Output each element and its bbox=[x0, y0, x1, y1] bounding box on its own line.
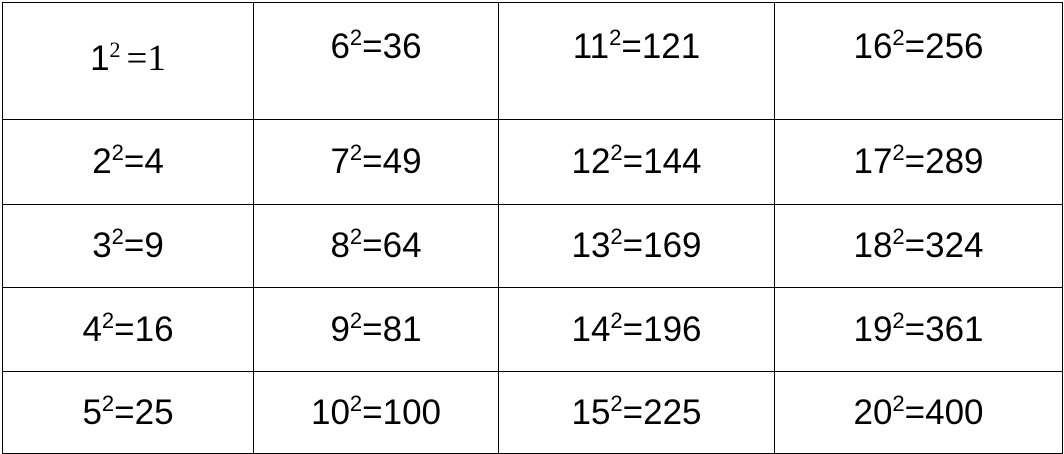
result: =100 bbox=[362, 392, 442, 432]
exponent: 2 bbox=[349, 307, 363, 333]
table-cell: 72=49 bbox=[253, 119, 499, 205]
exponent: 2 bbox=[101, 307, 115, 333]
base-number: 17 bbox=[853, 142, 893, 181]
exponent: 2 bbox=[892, 307, 905, 333]
result: =361 bbox=[904, 309, 984, 349]
table-row: 42=16 92=81 142=196 192=361 bbox=[2, 287, 1063, 372]
exponent: 2 bbox=[111, 140, 124, 165]
table-row: 22=4 72=49 122=144 172=289 bbox=[2, 119, 1063, 205]
table-cell: 162=256 bbox=[774, 2, 1063, 120]
table-cell: 192=361 bbox=[774, 287, 1063, 372]
base-number: 12 bbox=[571, 142, 611, 181]
base-number: 19 bbox=[853, 309, 893, 349]
exponent: 2 bbox=[111, 224, 124, 249]
result: =324 bbox=[904, 226, 984, 265]
base-number: 4 bbox=[82, 309, 102, 349]
base-number: 3 bbox=[92, 226, 112, 265]
base-number: 18 bbox=[853, 226, 893, 265]
base-number: 2 bbox=[92, 142, 112, 181]
base-number: 15 bbox=[571, 392, 611, 432]
exponent: 2 bbox=[349, 25, 363, 50]
table-cell: 112=121 bbox=[498, 2, 775, 120]
table-cell: 172=289 bbox=[774, 119, 1063, 205]
base-number: 13 bbox=[571, 226, 611, 265]
exponent: 2 bbox=[892, 140, 905, 165]
exponent: 2 bbox=[609, 25, 622, 50]
exponent: 2 bbox=[109, 37, 121, 62]
result: =81 bbox=[362, 309, 422, 349]
table-cell: 202=400 bbox=[774, 371, 1063, 454]
base-number: 1 bbox=[90, 39, 110, 78]
result: =49 bbox=[362, 142, 422, 181]
table-cell: 142=196 bbox=[498, 287, 775, 372]
table-row: 32=9 82=64 132=169 182=324 bbox=[2, 204, 1063, 288]
table-cell: 132=169 bbox=[498, 204, 775, 288]
table-cell: 12 =1 bbox=[2, 2, 254, 120]
table-cell: 22=4 bbox=[2, 119, 254, 205]
base-number: 7 bbox=[330, 142, 350, 181]
table-cell: 32=9 bbox=[2, 204, 254, 288]
result: =400 bbox=[904, 392, 984, 432]
result: =25 bbox=[114, 392, 174, 432]
table-cell: 92=81 bbox=[253, 287, 499, 372]
result: =4 bbox=[123, 142, 164, 181]
table-row: 52=25 102=100 152=225 202=400 bbox=[2, 371, 1063, 454]
result: =225 bbox=[622, 392, 702, 432]
table-cell: 122=144 bbox=[498, 119, 775, 205]
exponent: 2 bbox=[892, 224, 905, 249]
result: =16 bbox=[114, 309, 174, 349]
result: =121 bbox=[621, 27, 701, 66]
result: =36 bbox=[362, 27, 422, 66]
table-cell: 182=324 bbox=[774, 204, 1063, 288]
result: =9 bbox=[123, 226, 164, 265]
exponent: 2 bbox=[610, 390, 623, 416]
table-cell: 62=36 bbox=[253, 2, 499, 120]
exponent: 2 bbox=[101, 390, 115, 416]
base-number: 11 bbox=[572, 27, 610, 66]
table-cell: 102=100 bbox=[253, 371, 499, 454]
exponent: 2 bbox=[610, 224, 623, 249]
exponent: 2 bbox=[349, 390, 363, 416]
result: =1 bbox=[126, 38, 166, 79]
table-row: 12 =1 62=36 112=121 162=256 bbox=[2, 2, 1063, 120]
base-number: 14 bbox=[571, 309, 611, 349]
result: =144 bbox=[622, 142, 702, 181]
exponent: 2 bbox=[610, 307, 623, 333]
result: =196 bbox=[622, 309, 702, 349]
result: =289 bbox=[904, 142, 984, 181]
base-number: 8 bbox=[330, 226, 350, 265]
table-cell: 152=225 bbox=[498, 371, 775, 454]
base-number: 16 bbox=[853, 27, 893, 66]
base-number: 5 bbox=[82, 392, 102, 432]
exponent: 2 bbox=[349, 140, 363, 165]
base-number: 9 bbox=[330, 309, 350, 349]
exponent: 2 bbox=[610, 140, 623, 165]
table-cell: 52=25 bbox=[2, 371, 254, 454]
exponent: 2 bbox=[892, 390, 905, 416]
table-cell: 82=64 bbox=[253, 204, 499, 288]
exponent: 2 bbox=[892, 25, 905, 50]
base-number: 10 bbox=[310, 392, 350, 432]
result: =256 bbox=[904, 27, 984, 66]
table-cell: 42=16 bbox=[2, 287, 254, 372]
exponent: 2 bbox=[349, 224, 363, 249]
result: =64 bbox=[362, 226, 422, 265]
result: =169 bbox=[622, 226, 702, 265]
base-number: 20 bbox=[853, 392, 893, 432]
base-number: 6 bbox=[330, 27, 350, 66]
